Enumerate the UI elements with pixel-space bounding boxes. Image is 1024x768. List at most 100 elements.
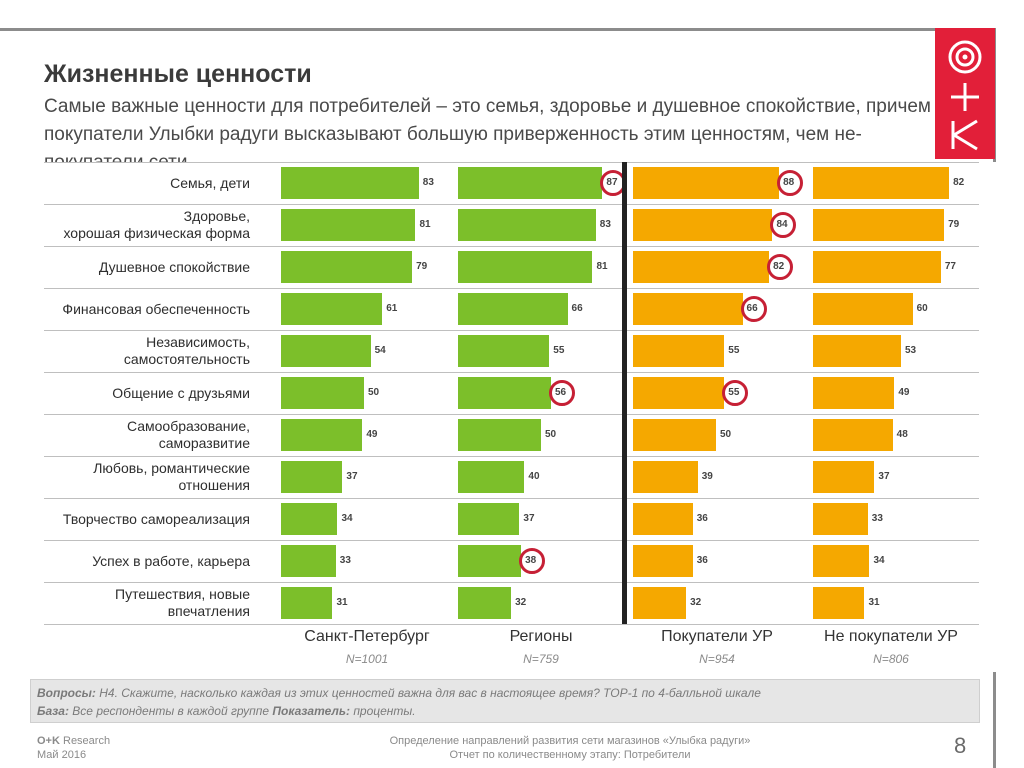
footer-report-line2: Отчет по количественному этапу: Потребит… — [449, 749, 691, 761]
bar — [813, 461, 875, 493]
category-label-line: Независимость, — [146, 334, 250, 350]
bar — [458, 587, 512, 619]
data-label: 53 — [904, 345, 917, 356]
row-divider — [44, 162, 979, 163]
category-label-line: Душевное спокойствие — [98, 258, 250, 275]
category-label-line: Семья, дети — [170, 174, 250, 191]
data-label: 32 — [515, 597, 527, 608]
group-sample-size: N=806 — [873, 652, 909, 666]
data-label: 48 — [896, 429, 908, 440]
category-label-line: Здоровье, — [183, 208, 250, 224]
bar — [633, 461, 698, 493]
bar — [633, 209, 773, 241]
page-subtitle: Самые важные ценности для потребителей –… — [44, 96, 931, 173]
data-label: 31 — [336, 597, 348, 608]
data-label: 49 — [898, 387, 910, 398]
bar — [633, 587, 687, 619]
data-label: 55 — [553, 345, 565, 356]
highlight-circle — [722, 380, 749, 406]
group-label: Покупатели УР — [661, 628, 773, 645]
questions-note: Вопросы: H4. Скажите, насколько каждая и… — [37, 686, 761, 700]
bar — [633, 377, 725, 409]
row-divider — [44, 498, 979, 499]
data-label: 61 — [386, 303, 398, 314]
data-label: 37 — [878, 471, 890, 482]
data-label: 50 — [545, 429, 557, 440]
category-label: Путешествия, новые впечатления — [115, 586, 250, 620]
bar — [281, 419, 363, 451]
bar — [813, 209, 945, 241]
page-title: Жизненные ценности — [44, 60, 312, 88]
bar — [633, 335, 725, 367]
bar — [813, 545, 870, 577]
bar — [813, 167, 950, 199]
bar — [633, 419, 716, 451]
category-label-line: саморазвитие — [158, 435, 250, 451]
highlight-circle — [767, 254, 794, 280]
category-label-line: Успех в работе, карьера — [92, 552, 250, 569]
ok-logo-icon — [948, 40, 982, 151]
data-label: 79 — [948, 219, 960, 230]
bar — [633, 503, 693, 535]
bar — [633, 251, 770, 283]
footer-date: Май 2016 — [37, 749, 87, 761]
data-label: 66 — [571, 303, 583, 314]
bar — [813, 335, 901, 367]
bar — [813, 503, 868, 535]
category-label: Успех в работе, карьера — [92, 553, 250, 570]
category-label: Любовь, романтические отношения — [93, 460, 250, 494]
category-label-line: Общение с друзьями — [112, 384, 250, 401]
bar — [458, 293, 568, 325]
data-label: 39 — [701, 471, 713, 482]
data-label: 33 — [871, 513, 883, 524]
category-label-line: Путешествия, новые — [115, 586, 250, 602]
category-label-line: впечатления — [167, 603, 250, 619]
category-label: Душевное спокойствие — [99, 259, 250, 276]
ok-research-logo — [935, 28, 995, 159]
bar — [458, 209, 596, 241]
row-divider — [44, 414, 979, 415]
bar — [458, 167, 603, 199]
bar — [281, 293, 383, 325]
data-label: 54 — [374, 345, 386, 356]
category-label: Семья, дети — [170, 175, 250, 192]
data-label: 55 — [728, 345, 740, 356]
data-label: 50 — [720, 429, 732, 440]
category-label: Творчество самореализация — [63, 511, 250, 528]
questions-label: Вопросы: — [37, 686, 96, 700]
bar — [813, 251, 941, 283]
indicator-text: проценты. — [349, 704, 416, 718]
footer-company-bold: O+K — [37, 735, 60, 747]
footer-report-line1: Определение направлений развития сети ма… — [389, 735, 751, 747]
category-label-line: Самообразование, — [126, 418, 250, 434]
bar — [458, 461, 525, 493]
data-label: 33 — [339, 555, 351, 566]
data-label: 31 — [868, 597, 880, 608]
bar — [813, 419, 893, 451]
category-label-line: самостоятельность — [123, 351, 250, 367]
data-label: 37 — [346, 471, 358, 482]
data-label: 77 — [944, 261, 956, 272]
data-label: 83 — [422, 177, 434, 188]
bar — [633, 545, 693, 577]
footer-report: Определение направлений развития сети ма… — [370, 734, 770, 762]
highlight-circle — [740, 296, 767, 322]
highlight-circle — [777, 170, 804, 196]
row-divider — [44, 456, 979, 457]
data-label: 81 — [419, 219, 431, 230]
data-label: 37 — [523, 513, 535, 524]
data-label: 36 — [696, 555, 708, 566]
bar — [813, 293, 913, 325]
category-label-line: Любовь, романтические — [93, 460, 250, 476]
bar — [633, 293, 743, 325]
bar — [458, 251, 593, 283]
indicator-label: Показатель: — [272, 704, 350, 718]
bar — [458, 377, 551, 409]
row-divider — [44, 204, 979, 205]
data-label: 81 — [596, 261, 608, 272]
row-divider — [44, 246, 979, 247]
group-sample-size: N=1001 — [345, 652, 389, 666]
highlight-circle — [770, 212, 797, 238]
category-label: Самообразование, саморазвитие — [127, 418, 250, 452]
bar — [633, 167, 780, 199]
